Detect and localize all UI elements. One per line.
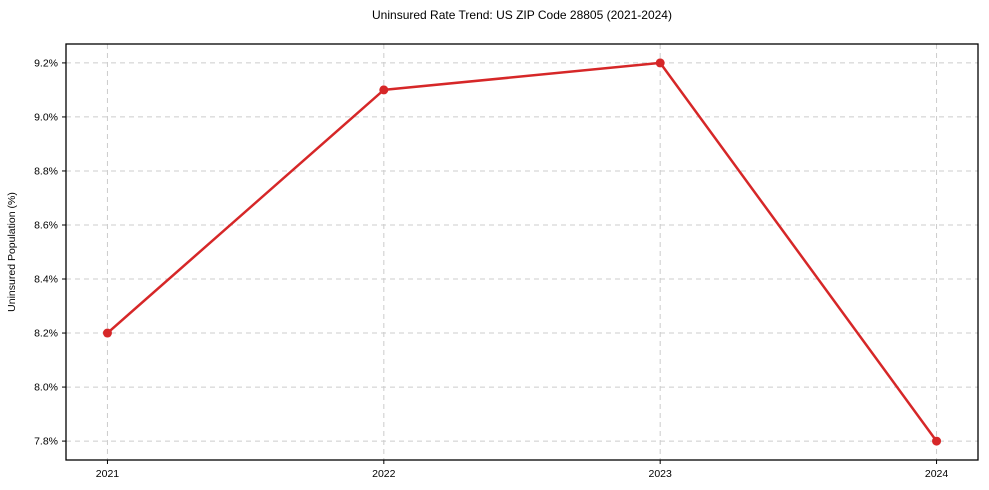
y-tick-label: 8.4% (34, 274, 58, 286)
data-point-marker (102, 328, 112, 338)
x-tick-label: 2024 (925, 468, 949, 480)
y-tick-label: 8.6% (34, 219, 58, 231)
chart-title: Uninsured Rate Trend: US ZIP Code 28805 … (372, 8, 672, 22)
data-point-marker (379, 85, 389, 95)
x-tick-label: 2022 (372, 468, 396, 480)
y-tick-label: 7.8% (34, 436, 58, 448)
trend-line (106, 61, 938, 443)
y-tick-label: 9.0% (34, 111, 58, 123)
y-tick-label: 8.0% (34, 382, 58, 394)
plot-border (65, 43, 979, 461)
y-tick-label: 9.2% (34, 57, 58, 69)
x-tick-label: 2023 (649, 468, 673, 480)
y-tick-label: 8.2% (34, 328, 58, 340)
y-tick-label: 8.8% (34, 165, 58, 177)
x-tick-label: 2021 (96, 468, 120, 480)
data-point-marker (932, 436, 942, 446)
data-point-marker (655, 58, 665, 68)
